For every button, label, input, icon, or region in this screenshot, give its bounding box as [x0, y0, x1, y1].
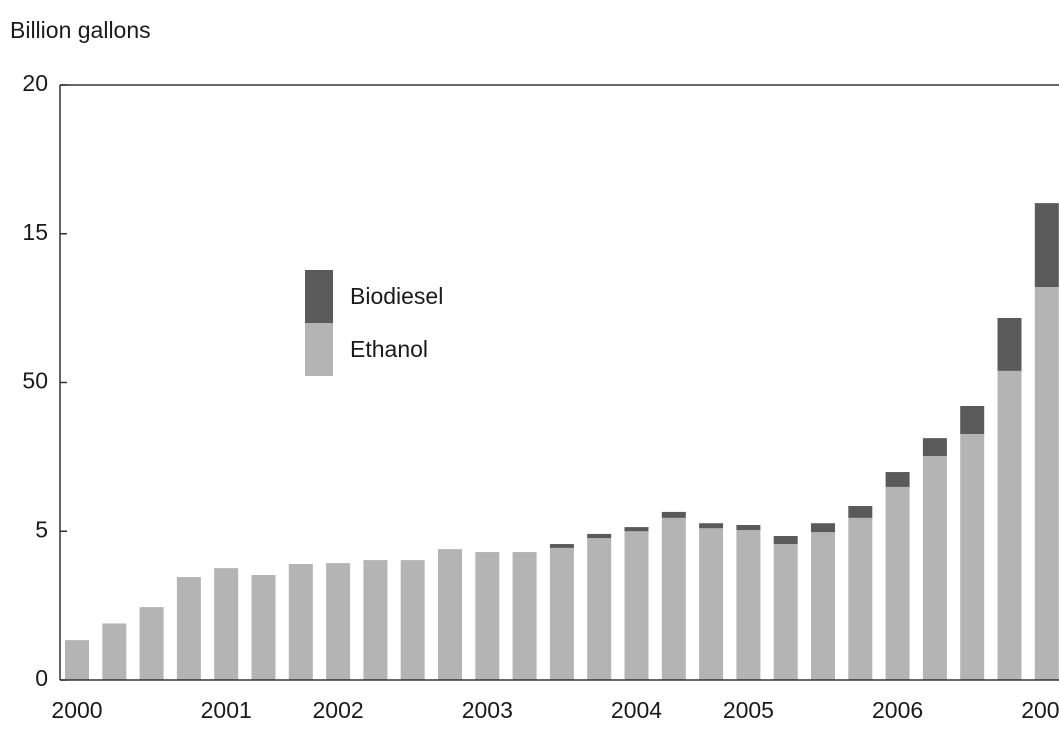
bar-segment	[549, 544, 574, 548]
bar-segment	[736, 525, 761, 531]
bar-segment	[587, 533, 612, 539]
legend-label: Biodiesel	[350, 283, 443, 309]
bar-segment	[512, 552, 537, 680]
bar-segment	[848, 505, 873, 518]
bar-segment	[1034, 287, 1059, 680]
bar-segment	[773, 536, 798, 545]
bar-segment	[624, 527, 649, 532]
bar-segment	[848, 517, 873, 680]
bar-segment	[736, 530, 761, 680]
bar-segment	[326, 563, 351, 680]
bar-segment	[1034, 203, 1059, 288]
bar-segment	[587, 538, 612, 680]
bar-segment	[475, 552, 500, 680]
legend-swatch	[305, 323, 333, 376]
x-tick-label: 2001	[201, 697, 252, 723]
bar-segment	[885, 486, 910, 680]
x-tick-label: 2002	[313, 697, 364, 723]
y-tick-label: 20	[22, 70, 48, 96]
x-tick-label: 2007	[1021, 697, 1059, 723]
bar-segment	[65, 640, 89, 680]
legend-swatch	[305, 270, 333, 323]
bar-segment	[288, 563, 313, 680]
bar-segment	[176, 577, 201, 680]
bar-segment	[922, 455, 947, 680]
bar-segment	[214, 568, 239, 680]
y-tick-label: 50	[22, 368, 48, 394]
bar-segment	[661, 517, 686, 680]
bar-segment	[363, 560, 388, 680]
bar-segment	[773, 544, 798, 680]
bar-segment	[251, 574, 276, 680]
y-tick-label: 15	[22, 219, 48, 245]
bar-segment	[997, 317, 1022, 371]
bar-segment	[885, 472, 910, 487]
bar-segment	[661, 511, 686, 518]
bar-segment	[699, 528, 724, 680]
bar-segment	[922, 438, 947, 456]
bar-segment	[811, 523, 835, 533]
bar-segment	[997, 370, 1022, 680]
x-tick-label: 2003	[462, 697, 513, 723]
bar-segment	[400, 560, 425, 680]
x-tick-label: 2000	[51, 697, 102, 723]
bar-segment	[624, 531, 649, 680]
bar-segment	[438, 549, 462, 680]
bar-segment	[102, 623, 127, 680]
x-tick-label: 2006	[872, 697, 923, 723]
bar-segment	[960, 406, 985, 434]
x-tick-label: 2004	[611, 697, 662, 723]
bar-segment	[960, 433, 985, 680]
y-axis-label: Billion gallons	[10, 17, 151, 43]
bar-segment	[699, 523, 724, 529]
bar-segment	[139, 607, 164, 680]
x-tick-label: 2005	[723, 697, 774, 723]
y-tick-label: 5	[35, 516, 48, 542]
y-tick-label: 0	[35, 665, 48, 691]
bar-segment	[811, 532, 835, 680]
bar-segment	[549, 547, 574, 680]
legend-label: Ethanol	[350, 336, 428, 362]
